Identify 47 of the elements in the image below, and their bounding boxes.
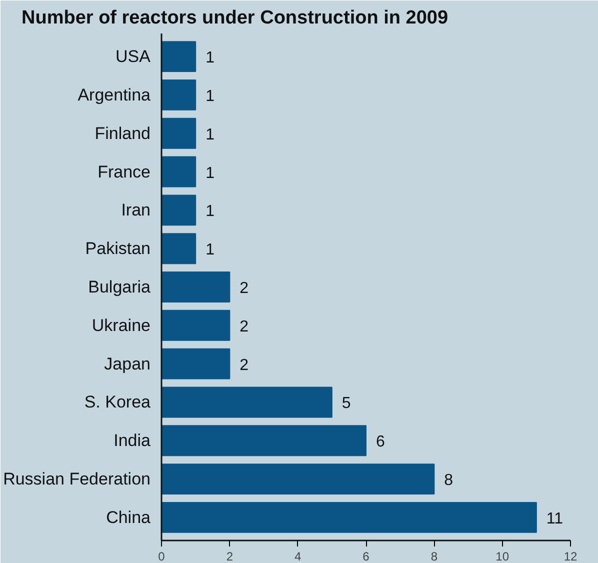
y-tick-label: Russian Federation (3, 470, 151, 489)
data-label: 1 (206, 50, 215, 67)
bar (162, 118, 196, 149)
bar (162, 194, 196, 226)
y-tick-label: China (106, 508, 152, 527)
bar (162, 464, 435, 495)
x-tick-label: 2 (226, 550, 234, 563)
x-tick-label: 0 (158, 550, 166, 563)
chart-title: Number of reactors under Construction in 2009 (22, 8, 448, 28)
data-label: 1 (206, 203, 215, 220)
data-label: 5 (342, 395, 351, 412)
y-tick-label: Bulgaria (88, 278, 152, 296)
x-tick-label: 8 (430, 550, 438, 563)
data-label: 11 (546, 510, 564, 528)
y-tick-label: Japan (104, 354, 151, 374)
bar (162, 156, 196, 188)
x-tick-label: 6 (362, 550, 370, 563)
data-label: 2 (240, 356, 249, 374)
bar (162, 41, 196, 72)
bar (162, 386, 332, 418)
y-tick-label: Argentina (78, 85, 152, 104)
bar (162, 425, 366, 456)
bar (162, 348, 230, 380)
y-tick-label: France (98, 162, 151, 182)
y-tick-label: Finland (94, 124, 151, 143)
y-tick-label: Pakistan (85, 239, 150, 258)
data-label: 2 (240, 318, 249, 336)
data-label: 2 (240, 280, 249, 297)
data-label: 8 (444, 472, 454, 490)
data-label: 1 (206, 242, 215, 259)
data-label: 1 (206, 164, 215, 182)
x-tick-label: 10 (496, 550, 510, 563)
y-tick-label: USA (116, 47, 152, 66)
bar (162, 502, 537, 533)
bar (162, 272, 230, 302)
y-tick-label: Iran (121, 200, 151, 220)
bar (162, 233, 196, 264)
x-tick-label: 12 (564, 550, 578, 563)
data-label: 6 (376, 434, 385, 451)
bar (162, 310, 230, 341)
data-label: 1 (206, 126, 215, 144)
y-tick-label: India (114, 431, 152, 450)
y-tick-label: Ukraine (92, 316, 151, 335)
y-tick-label: S. Korea (84, 392, 152, 412)
x-tick-label: 4 (294, 550, 302, 563)
bar (162, 79, 196, 110)
data-label: 1 (206, 88, 215, 105)
